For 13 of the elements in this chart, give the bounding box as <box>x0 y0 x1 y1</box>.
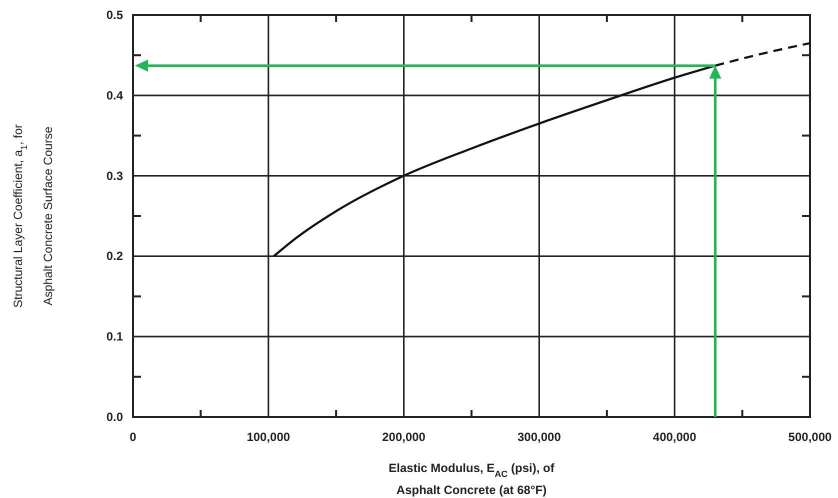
x-tick-label: 500,000 <box>788 430 832 444</box>
x-tick-label: 300,000 <box>518 430 562 444</box>
x-tick-label: 400,000 <box>652 430 697 444</box>
y-tick-label: 0.4 <box>106 88 124 102</box>
y-tick-label: 0.5 <box>106 8 124 22</box>
y-tick-label: 0.2 <box>106 249 124 264</box>
y-tick-label: 0.3 <box>106 168 124 183</box>
y-tick-label: 0.1 <box>106 330 124 344</box>
x-tick-label: 100,000 <box>246 430 290 444</box>
x-tick-label: 0 <box>130 430 137 444</box>
y-tick-label: 0.0 <box>106 410 124 424</box>
x-axis-title: Elastic Modulus, E$_{AC}$ (psi), of Asphalt Concrete (at 68°F) <box>388 461 556 497</box>
x-tick-label: 200,000 <box>382 430 426 444</box>
